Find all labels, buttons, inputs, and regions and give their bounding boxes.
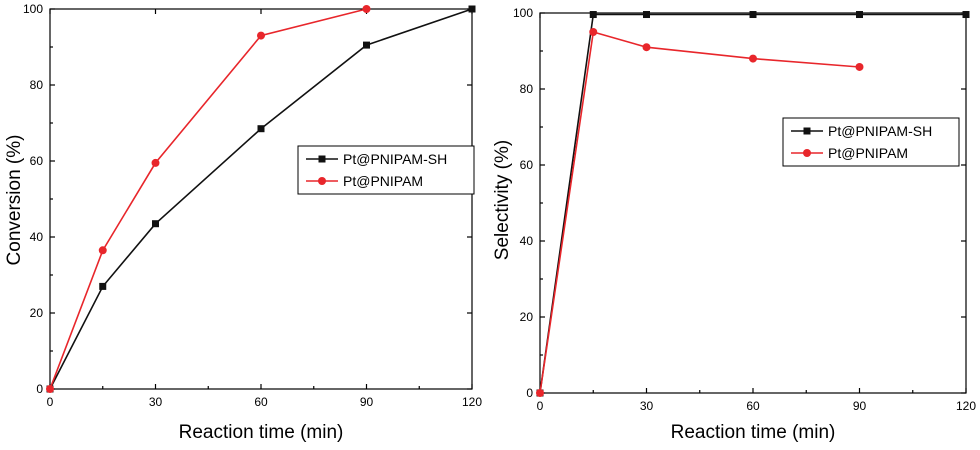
chart2-series-2-point	[642, 43, 651, 52]
chart2-legend-box	[782, 117, 960, 167]
chart2-y-tick-label: 100	[513, 6, 533, 20]
chart2-series-2-point	[749, 54, 757, 63]
chart2-panel: 0 30 60 90 120 0 20 40 60 80 100 Reaction time (min…	[492, 6, 976, 443]
chart2-series-2-point	[589, 28, 598, 36]
chart1-x-tick-label: 120	[462, 395, 482, 409]
chart2-y-tick-label: 40	[520, 234, 534, 248]
chart1-legend-label-1: Pt@PNIPAM-SH	[343, 151, 447, 167]
chart2-series-1-point	[856, 11, 863, 19]
chart2-series-1-point	[749, 11, 757, 19]
chart1-series-1-point	[99, 282, 107, 290]
chart2-legend-marker-2	[803, 149, 811, 157]
chart1-legend-box	[297, 145, 475, 195]
chart1-series-1-point	[257, 125, 265, 133]
chart1-y-tick-label: 40	[30, 230, 44, 244]
chart2-series-2-point	[855, 62, 864, 71]
chart2-x-tick-label: 120	[956, 399, 976, 413]
chart1-series-2-point	[98, 246, 107, 255]
chart1-plot-frame	[49, 8, 473, 390]
chart1-series-1-point	[152, 220, 159, 228]
chart2-series-line-1	[539, 13, 966, 394]
chart2-plot-frame	[539, 12, 967, 394]
chart2-x-tick-label: 0	[537, 399, 544, 413]
chart2-y-tick-label: 80	[520, 82, 534, 96]
chart2-y-tick-label: 20	[520, 310, 534, 324]
chart2-x-tick-label: 30	[640, 399, 654, 413]
chart1-series-2-point	[362, 5, 371, 13]
chart2-series-1-point	[643, 11, 650, 19]
chart2-y-tick-label: 0	[526, 386, 533, 400]
chart2-series-line-2	[539, 30, 860, 394]
chart2-legend-label-1: Pt@PNIPAM-SH	[828, 123, 932, 139]
chart1-y-tick-label: 60	[30, 154, 44, 168]
chart2-x-tick-label: 90	[853, 399, 867, 413]
chart1-y-tick-label: 100	[23, 2, 43, 16]
chart1-series-line-1	[49, 8, 473, 390]
chart1-x-axis-title: Reaction time (min)	[179, 422, 344, 443]
chart2-series-1-point	[962, 11, 970, 19]
chart1-series-2-point	[151, 158, 160, 167]
chart1-legend-marker-2	[318, 177, 326, 185]
chart1-y-tick-label: 80	[30, 78, 44, 92]
chart1-legend-marker-1	[318, 155, 326, 163]
chart2-legend-label-2: Pt@PNIPAM	[828, 145, 908, 161]
chart1-panel: 0 30 60 90 120 0 20 40 60 80 100 Reaction time (min…	[4, 2, 482, 443]
chart1-y-tick-label: 0	[36, 382, 43, 396]
chart1-x-tick-label: 30	[149, 395, 163, 409]
chart1-legend-label-2: Pt@PNIPAM	[343, 173, 423, 189]
chart1-x-tick-label: 60	[254, 395, 268, 409]
chart2-series-1-point	[589, 11, 597, 19]
chart1-series-1-point	[468, 5, 476, 13]
chart2-y-tick-label: 60	[520, 158, 534, 172]
chart2-series-2-point	[536, 389, 544, 397]
chart1-x-tick-label: 0	[47, 395, 54, 409]
chart2-x-tick-label: 60	[746, 399, 760, 413]
chart1-y-axis-title: Conversion (%)	[4, 135, 25, 266]
chart1-series-2-point	[46, 385, 54, 393]
chart2-x-axis-title: Reaction time (min)	[671, 422, 836, 443]
chart1-x-tick-label: 90	[360, 395, 374, 409]
chart2-legend-marker-1	[803, 127, 811, 135]
chart1-series-line-2	[49, 8, 367, 390]
chart1-series-1-point	[363, 41, 370, 49]
chart2-y-axis-title: Selectivity (%)	[492, 140, 513, 260]
chart1-y-tick-label: 20	[30, 306, 44, 320]
chart1-series-2-point	[257, 31, 265, 40]
